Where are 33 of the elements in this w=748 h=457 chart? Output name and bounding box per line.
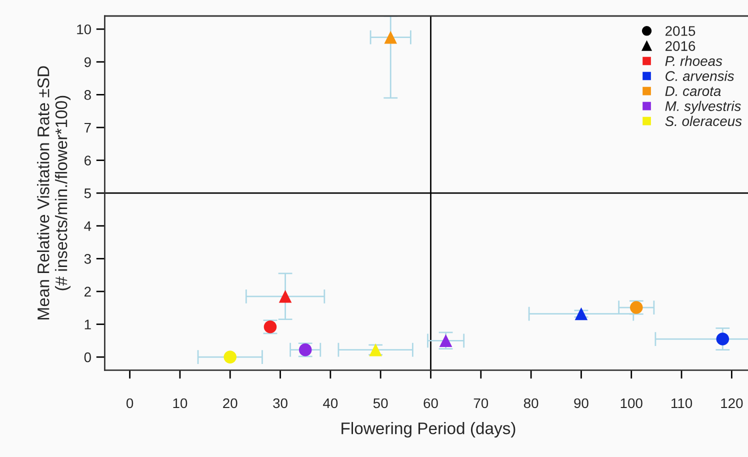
y-tick-label: 7 bbox=[84, 122, 91, 133]
x-tick-label: 0 bbox=[126, 398, 134, 408]
x-tick-label: 110 bbox=[672, 398, 692, 408]
legend-label: C. arvensis bbox=[666, 70, 734, 82]
x-axis-title: Flowering Period (days) bbox=[342, 422, 516, 438]
y-tick-label: 10 bbox=[77, 24, 91, 34]
x-tick-label: 50 bbox=[373, 398, 388, 408]
legend-label: M. sylvestris bbox=[665, 100, 741, 114]
x-tick-label: 70 bbox=[474, 398, 488, 408]
x-tick-label: 60 bbox=[424, 398, 438, 408]
x-tick-label: 80 bbox=[524, 398, 538, 408]
y-tick-label: 4 bbox=[84, 221, 92, 231]
y-tick-label: 8 bbox=[84, 90, 91, 100]
legend-label: D. carota bbox=[665, 86, 721, 96]
legend-label: 2015 bbox=[666, 26, 696, 36]
y-tick-label: 6 bbox=[84, 156, 91, 166]
y-tick-label: 0 bbox=[84, 352, 91, 362]
x-tick-label: 90 bbox=[574, 398, 588, 408]
x-tick-label: 40 bbox=[323, 398, 338, 408]
y-axis-title: Mean Relative Visitation Rate ±SD (# insects/min./flower*100) bbox=[37, 66, 71, 320]
y-tick-label: 5 bbox=[84, 188, 91, 198]
legend-label: S. oleraceus bbox=[665, 116, 742, 126]
x-tick-label: 100 bbox=[620, 398, 642, 408]
legend-label: P. rhoeas bbox=[665, 56, 722, 66]
legend-label: 2016 bbox=[666, 41, 696, 51]
y-tick-label: 1 bbox=[84, 320, 91, 330]
x-tick-label: 20 bbox=[223, 398, 238, 408]
x-tick-label: 120 bbox=[721, 398, 743, 408]
x-tick-label: 30 bbox=[273, 398, 288, 408]
y-tick-label: 3 bbox=[84, 254, 91, 264]
y-tick-label: 2 bbox=[84, 286, 91, 296]
y-tick-label: 9 bbox=[84, 57, 91, 68]
x-tick-label: 10 bbox=[173, 398, 188, 408]
